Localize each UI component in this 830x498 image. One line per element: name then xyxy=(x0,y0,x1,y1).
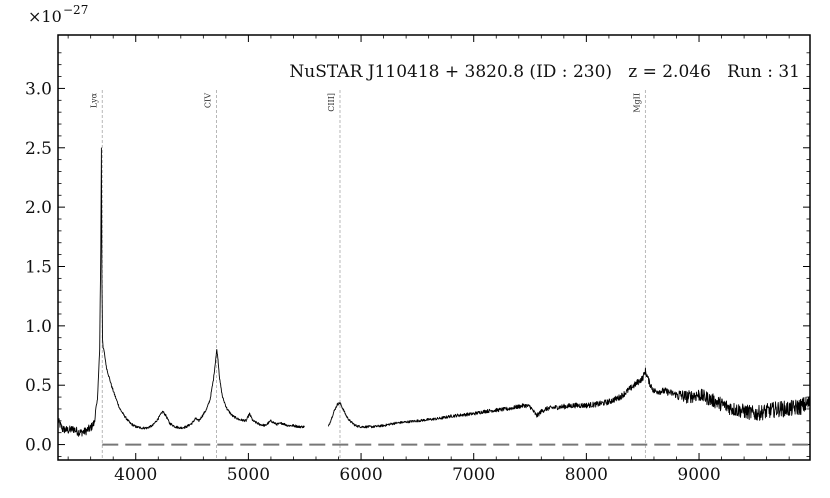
emission-line-label: Lyα xyxy=(89,92,98,108)
x-tick-label: 7000 xyxy=(452,465,495,485)
chart-title: NuSTAR J110418 + 3820.8 (ID : 230) z = 2… xyxy=(289,62,800,82)
spectrum-segment xyxy=(327,367,811,429)
x-tick-label: 8000 xyxy=(565,465,608,485)
y-tick-label: 2.5 xyxy=(25,139,52,159)
x-tick-label: 4000 xyxy=(114,465,157,485)
y-tick-label: 1.0 xyxy=(25,317,52,337)
x-tick-label: 6000 xyxy=(339,465,382,485)
plot-frame xyxy=(57,34,811,461)
emission-line-label: CIII] xyxy=(327,93,336,112)
spectrum-series xyxy=(57,147,811,437)
y-tick-label: 0.0 xyxy=(25,436,52,456)
y-tick-label: 1.5 xyxy=(25,257,52,277)
y-scale-multiplier: ×10 −27 xyxy=(28,3,88,26)
x-tick-label: 9000 xyxy=(677,465,720,485)
y-tick-label: 2.0 xyxy=(25,198,52,218)
y-scale-exponent: −27 xyxy=(63,3,88,17)
x-tick-label: 5000 xyxy=(227,465,270,485)
y-tick-label: 3.0 xyxy=(25,79,52,99)
emission-line-label: CIV xyxy=(204,93,213,108)
y-scale-base: ×10 xyxy=(28,7,62,26)
emission-line-label: MgII xyxy=(632,93,641,113)
y-tick-label: 0.5 xyxy=(25,376,52,396)
axis-ticks: 4000 5000 6000 7000 8000 9000 0.0 0.5 1.0 1.5 2.0 2… xyxy=(25,35,810,485)
spectrum-segment xyxy=(57,147,305,437)
